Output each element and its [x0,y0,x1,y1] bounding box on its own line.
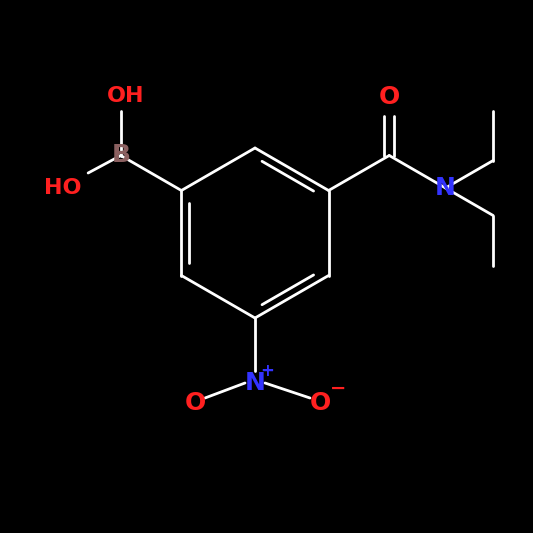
Text: +: + [260,362,274,380]
Text: O: O [309,391,330,415]
Text: −: − [330,378,346,398]
Text: N: N [245,371,265,395]
Text: N: N [435,176,456,200]
Text: HO: HO [44,178,82,198]
Text: B: B [111,143,130,167]
Text: OH: OH [107,85,144,106]
Text: O: O [184,391,206,415]
Text: O: O [378,85,400,109]
